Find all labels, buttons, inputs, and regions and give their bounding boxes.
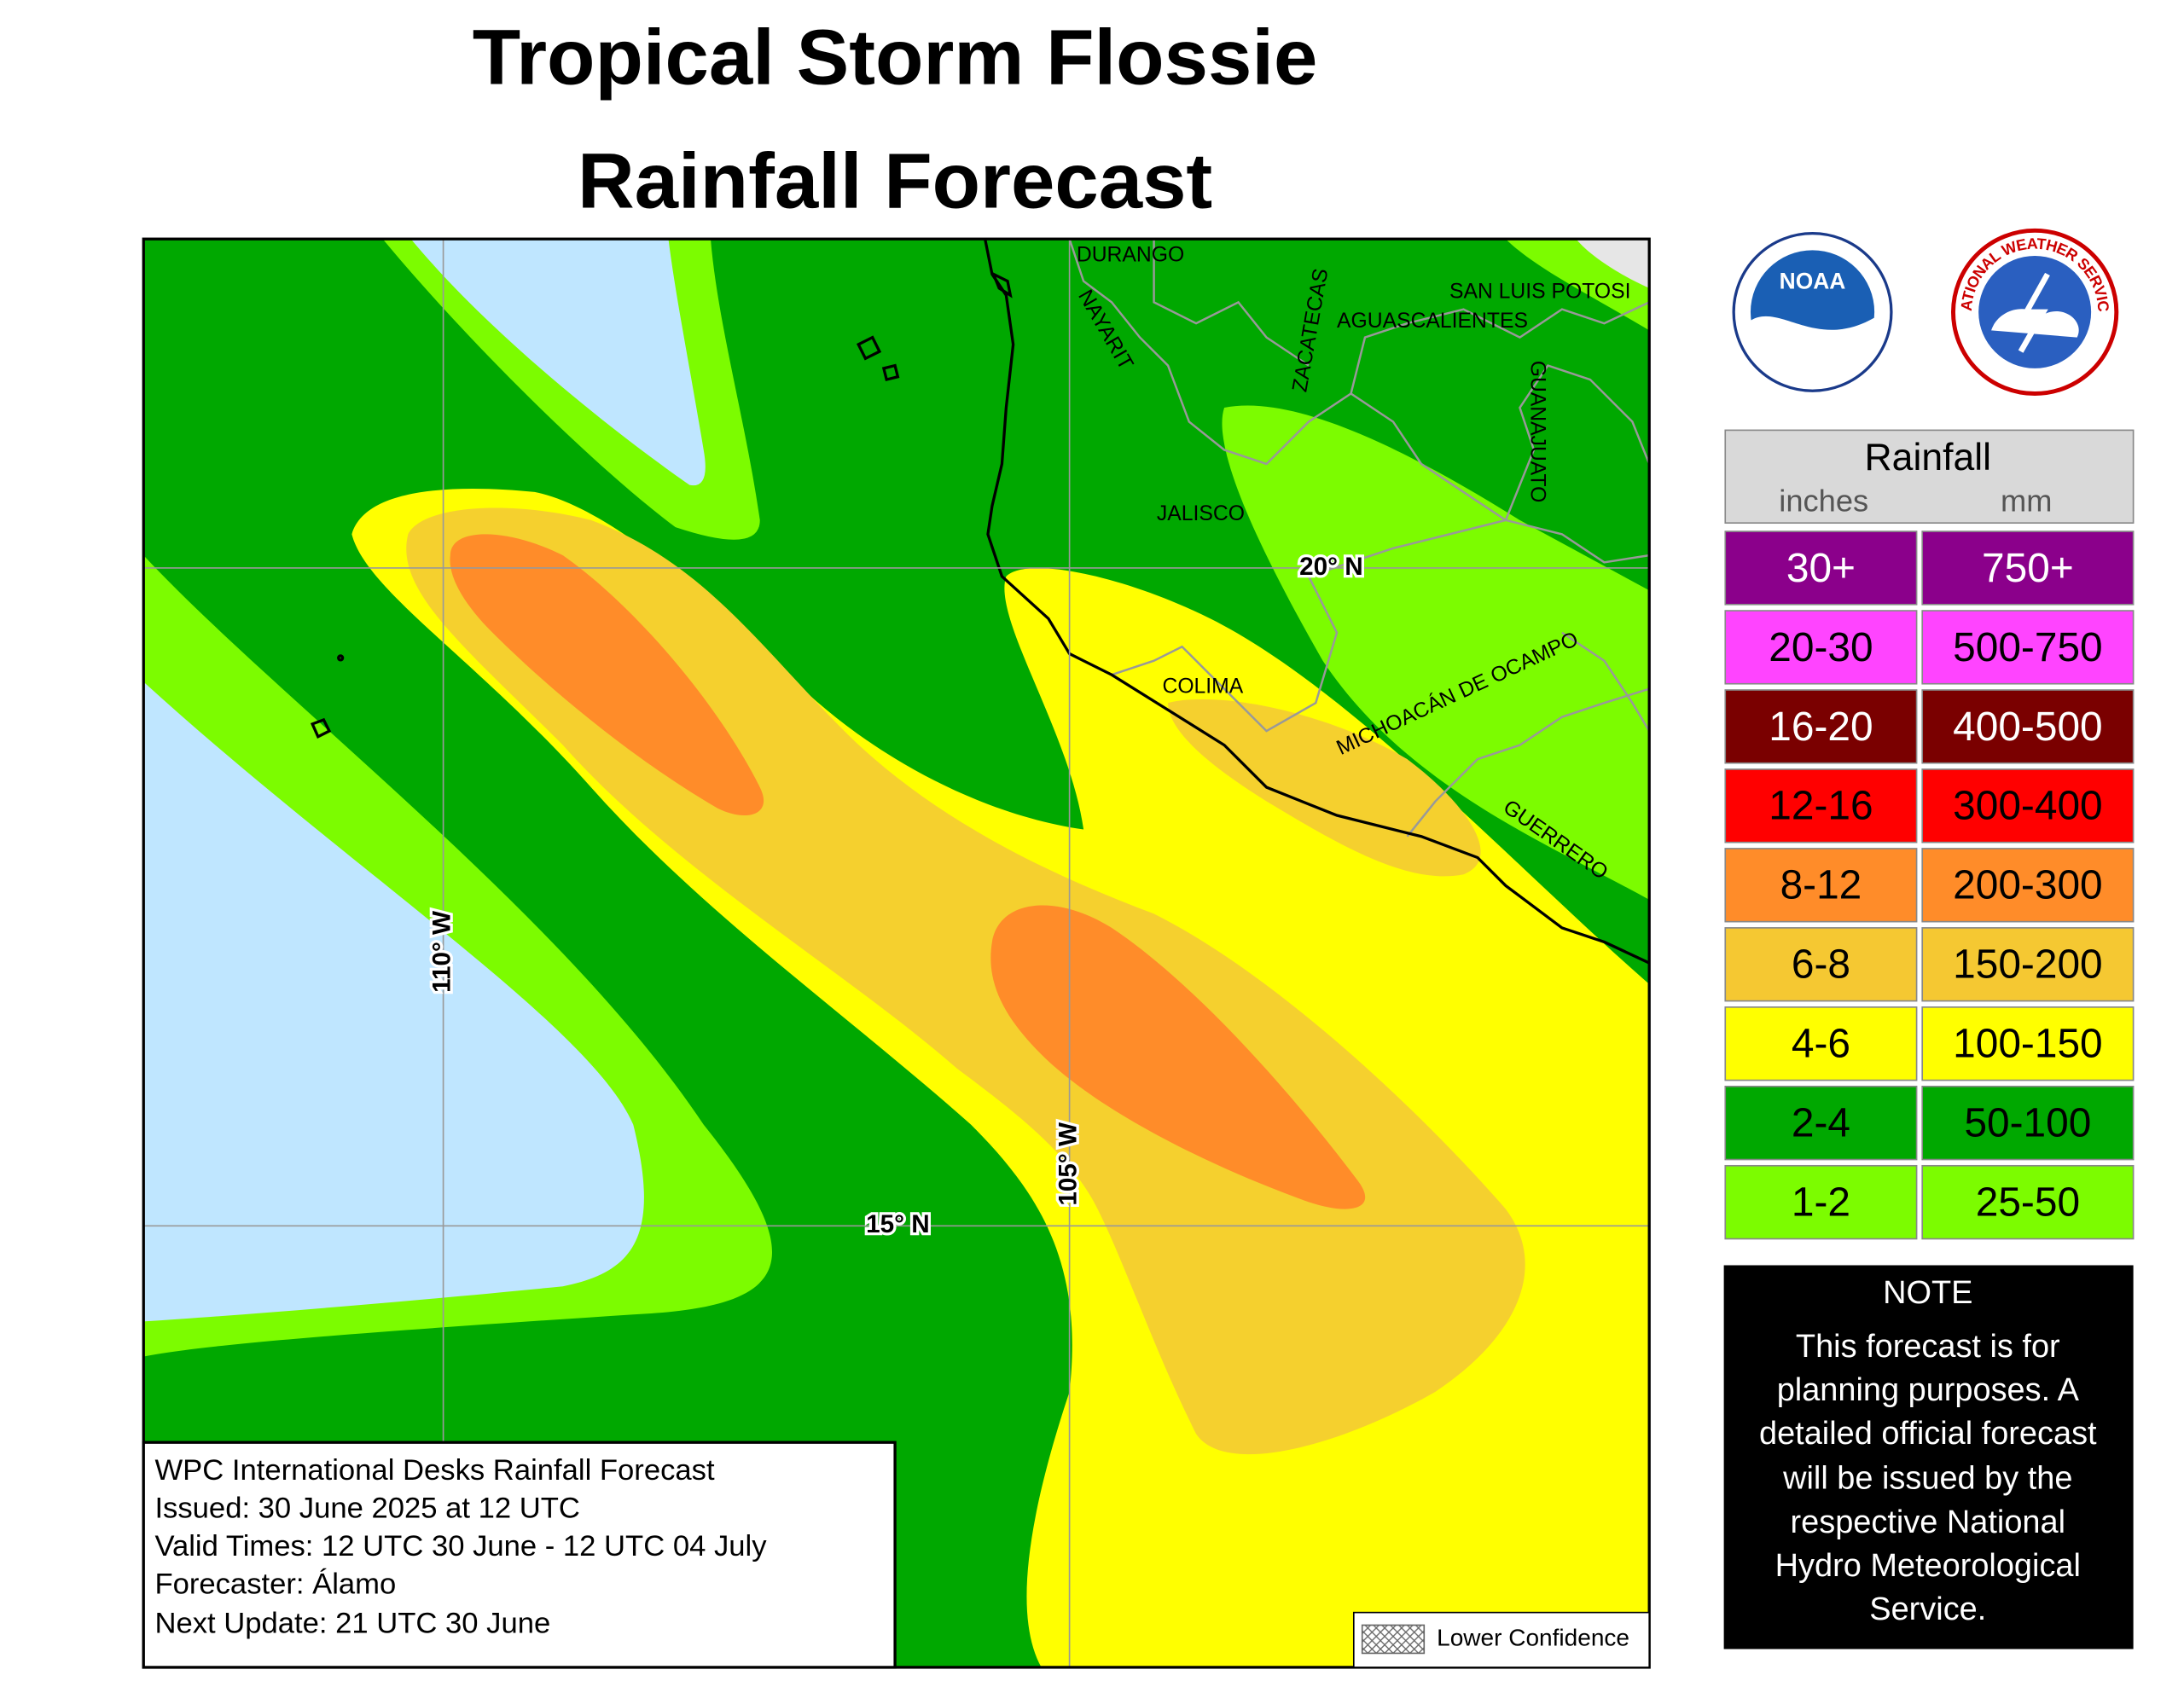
- legend-swatch: [1921, 927, 2135, 1002]
- legend-swatch: [1921, 1006, 2135, 1081]
- legend-swatch: [1921, 689, 2135, 764]
- note-line: detailed official forecast: [1759, 1416, 2097, 1452]
- latitude-label: 15° N: [866, 1210, 930, 1238]
- zone-8-12: [990, 905, 1366, 1209]
- legend-swatch: [1724, 848, 1918, 923]
- legend-label: 100-150: [1953, 1022, 2102, 1067]
- note-title: NOTE: [1883, 1275, 1972, 1311]
- latitude-label: 20° N: [1299, 553, 1363, 581]
- info-line: Issued: 30 June 2025 at 12 UTC: [154, 1492, 579, 1524]
- legend-unit: mm: [2001, 484, 2052, 519]
- note-line: Hydro Meteorological: [1775, 1548, 2081, 1584]
- legend-swatch: [1724, 610, 1918, 685]
- state-borders: [1068, 239, 1650, 838]
- legend-label: 400-500: [1953, 704, 2102, 750]
- region-label: SAN LUIS POTOSI: [1449, 280, 1631, 303]
- info-line: Next Update: 21 UTC 30 June: [154, 1608, 550, 1640]
- legend-swatch: [1921, 1086, 2135, 1161]
- legend-label: 150-200: [1953, 942, 2102, 988]
- legend-swatch: [1921, 610, 2135, 685]
- zone-none: [143, 681, 644, 1322]
- legend-swatch: [1921, 848, 2135, 923]
- legend-label: 1-2: [1792, 1180, 1850, 1226]
- coastline: [984, 239, 1650, 965]
- legend-label: 2-4: [1792, 1101, 1850, 1146]
- legend-label: 12-16: [1769, 784, 1873, 829]
- logo-text: NOAA: [1780, 268, 1846, 293]
- map: DURANGO NAYARIT ZACATECAS AGUASCALIENTES…: [143, 239, 1650, 1667]
- zone-8-12: [450, 534, 764, 816]
- longitude-label: 105° W: [1054, 1122, 1082, 1206]
- note-line: will be issued by the: [1782, 1461, 2072, 1497]
- legend-swatch: [1724, 768, 1918, 844]
- legend-header: [1724, 429, 2135, 525]
- info-line: WPC International Desks Rainfall Forecas…: [154, 1454, 715, 1487]
- note-line: Service.: [1869, 1591, 1986, 1627]
- title-line: Tropical Storm Flossie: [473, 13, 1318, 101]
- legend-swatch: [1724, 927, 1918, 1002]
- legend-swatch: [1724, 1164, 1918, 1240]
- legend-unit: inches: [1779, 484, 1868, 519]
- legend-swatch: [1724, 530, 1918, 606]
- zone-1-2: [1222, 405, 1650, 900]
- legend-swatch: [1724, 689, 1918, 764]
- legend-label: 6-8: [1792, 942, 1850, 988]
- note-line: This forecast is for: [1796, 1329, 2060, 1365]
- legend-label: 300-400: [1953, 784, 2102, 829]
- region-label: JALISCO: [1157, 502, 1245, 525]
- legend-label: 20-30: [1769, 625, 1873, 670]
- legend-label: 30+: [1786, 546, 1856, 591]
- region-label: COLIMA: [1162, 675, 1243, 699]
- legend-label: 25-50: [1976, 1180, 2080, 1226]
- hatch-swatch: [1361, 1624, 1426, 1655]
- info-box: [142, 1441, 897, 1669]
- zone-none: [410, 239, 706, 486]
- islands: [310, 271, 1013, 739]
- no-data: [1576, 239, 1650, 288]
- info-line: Valid Times: 12 UTC 30 June - 12 UTC 04 …: [154, 1530, 767, 1562]
- legend-label: 750+: [1982, 546, 2074, 591]
- region-label: GUANAJUATO: [1526, 361, 1549, 503]
- legend-swatch: [1724, 1086, 1918, 1161]
- legend-swatch: [1724, 1006, 1918, 1081]
- legend-label: 4-6: [1792, 1022, 1850, 1067]
- legend-label: 8-12: [1780, 863, 1862, 908]
- noaa-logo: NOAA: [1732, 231, 1893, 392]
- legend-label: 16-20: [1769, 704, 1873, 750]
- legend-label: 500-750: [1953, 625, 2102, 670]
- title-line: Rainfall Forecast: [578, 136, 1212, 225]
- note-line: planning purposes. A: [1777, 1372, 2080, 1408]
- longitude-label: 110° W: [427, 911, 456, 993]
- legend-title: Rainfall: [1865, 437, 1992, 478]
- legend-label: 200-300: [1953, 863, 2102, 908]
- region-label: AGUASCALIENTES: [1337, 310, 1528, 333]
- legend-swatch: [1921, 768, 2135, 844]
- region-label: DURANGO: [1077, 244, 1184, 267]
- legend-label: 50-100: [1964, 1101, 2091, 1146]
- confidence-label: Lower Confidence: [1437, 1624, 1629, 1650]
- legend-swatch: [1921, 530, 2135, 606]
- graticule: [143, 239, 1650, 1667]
- note-line: respective National: [1791, 1504, 2065, 1540]
- legend-swatch: [1921, 1164, 2135, 1240]
- info-line: Forecaster: Álamo: [154, 1567, 396, 1600]
- note-box: [1723, 1265, 2134, 1649]
- legend: Rainfall inches mm 30+ 750+ 20-30 500-750 16…: [1724, 429, 2135, 1240]
